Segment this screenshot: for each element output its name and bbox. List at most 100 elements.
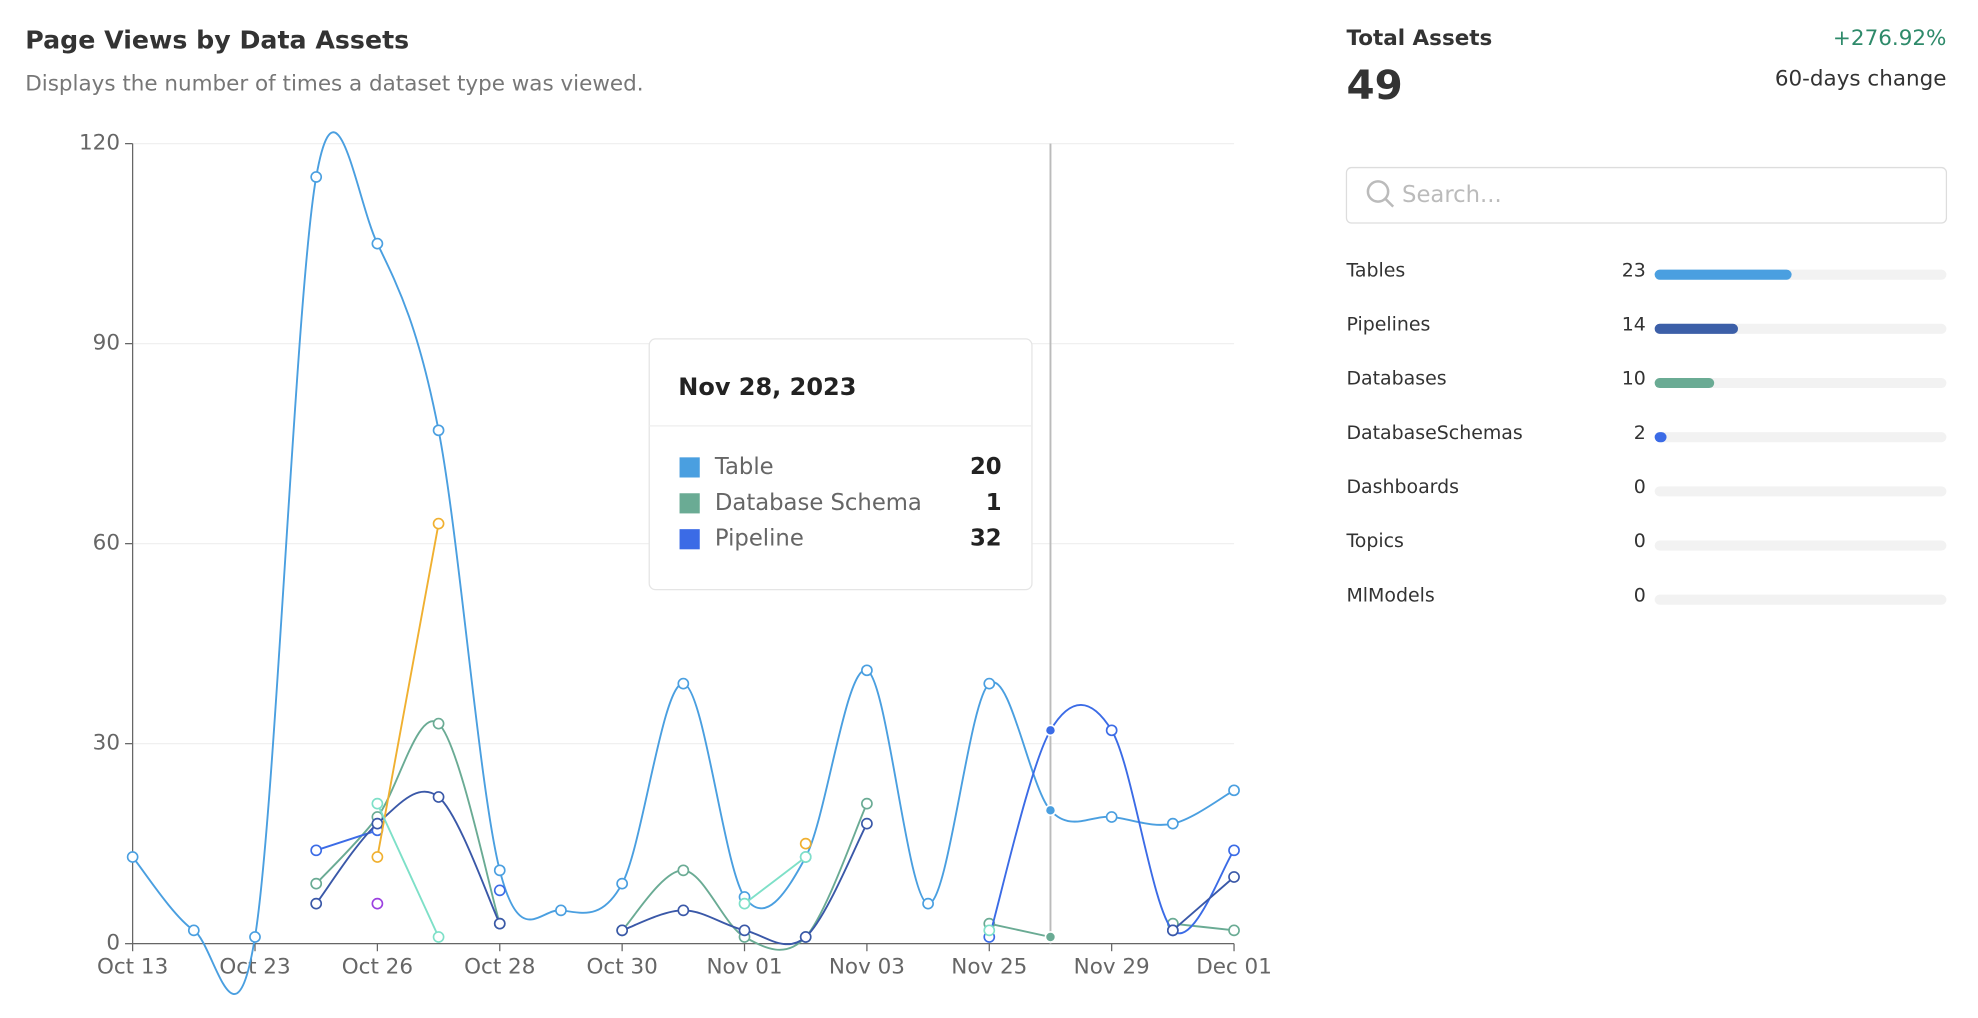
data-point[interactable]	[187, 924, 200, 937]
asset-bar	[1654, 432, 1667, 443]
asset-name: Dashboards	[1346, 476, 1459, 498]
x-tick-label: Oct 28	[464, 955, 535, 980]
asset-bar	[1654, 269, 1792, 280]
tooltip-name: Pipeline	[715, 526, 804, 552]
data-point[interactable]	[493, 917, 506, 930]
data-point[interactable]	[799, 851, 812, 863]
data-point[interactable]	[799, 931, 812, 943]
tooltip-name: Table	[714, 454, 774, 480]
asset-count: 14	[1622, 314, 1646, 336]
tooltip-value: 20	[970, 454, 1002, 480]
data-point[interactable]	[249, 931, 261, 943]
data-point[interactable]	[1044, 804, 1057, 817]
data-point[interactable]	[677, 864, 690, 877]
data-point[interactable]	[1105, 724, 1118, 737]
data-point[interactable]	[1044, 724, 1057, 737]
asset-name: MlModels	[1346, 584, 1434, 606]
asset-name: Topics	[1345, 530, 1403, 552]
asset-list: Tables 23 Pipelines 14 Databases 10 DatabaseSc…	[1345, 259, 1947, 606]
asset-track	[1654, 540, 1947, 551]
tooltip-name: Database Schema	[715, 490, 922, 516]
data-point[interactable]	[126, 851, 139, 863]
data-point[interactable]	[1044, 931, 1057, 943]
series-line	[315, 790, 1235, 946]
y-tick-label: 120	[79, 131, 120, 156]
tooltip-title: Nov 28, 2023	[678, 373, 856, 401]
data-point[interactable]	[861, 664, 873, 677]
data-point[interactable]	[371, 797, 384, 810]
search-icon-handle	[1384, 198, 1395, 208]
data-point[interactable]	[738, 897, 751, 910]
data-point[interactable]	[310, 844, 323, 857]
asset-name: Pipelines	[1346, 314, 1430, 336]
data-point[interactable]	[677, 677, 690, 690]
data-point[interactable]	[371, 851, 384, 863]
search-box[interactable]	[1345, 166, 1948, 224]
data-point[interactable]	[432, 424, 445, 437]
asset-bar	[1654, 323, 1739, 334]
data-point[interactable]	[616, 924, 629, 937]
data-point[interactable]	[861, 817, 873, 830]
data-point[interactable]	[310, 877, 323, 890]
asset-count: 2	[1634, 422, 1646, 444]
data-point[interactable]	[677, 904, 690, 917]
data-point[interactable]	[371, 897, 384, 910]
x-tick-label: Nov 25	[951, 955, 1027, 980]
tooltip-value: 32	[970, 526, 1002, 552]
summary-total: 49	[1346, 62, 1402, 109]
data-point[interactable]	[555, 904, 567, 917]
asset-track	[1654, 486, 1947, 497]
data-point[interactable]	[616, 877, 629, 890]
data-point[interactable]	[1228, 844, 1240, 857]
data-point[interactable]	[1166, 817, 1179, 830]
summary-change-label: 60-days change	[1775, 66, 1947, 91]
data-point[interactable]	[1166, 924, 1179, 937]
data-point[interactable]	[861, 797, 873, 810]
asset-count: 23	[1622, 259, 1646, 281]
asset-track	[1654, 432, 1947, 443]
data-point[interactable]	[1228, 924, 1240, 937]
asset-count: 0	[1634, 476, 1646, 498]
summary-change: +276.92%	[1833, 26, 1946, 51]
data-point[interactable]	[1228, 871, 1240, 883]
asset-count: 0	[1634, 530, 1646, 552]
data-point[interactable]	[310, 897, 323, 910]
data-point[interactable]	[1228, 784, 1240, 797]
data-point[interactable]	[432, 517, 445, 530]
data-point[interactable]	[432, 717, 445, 730]
asset-name: DatabaseSchemas	[1346, 422, 1522, 444]
data-point[interactable]	[310, 171, 323, 183]
data-point[interactable]	[493, 884, 506, 897]
summary-label: Total Assets	[1346, 26, 1492, 51]
data-point[interactable]	[983, 924, 996, 937]
asset-name: Databases	[1346, 368, 1446, 390]
data-point[interactable]	[432, 931, 445, 943]
search-icon	[1366, 180, 1390, 203]
data-point[interactable]	[371, 237, 384, 250]
x-tick-label: Oct 13	[97, 955, 168, 980]
series-line	[315, 720, 1235, 951]
x-tick-label: Oct 26	[342, 955, 413, 980]
asset-count: 0	[1634, 584, 1646, 606]
search-placeholder: Search...	[1402, 182, 1502, 208]
data-point[interactable]	[1105, 811, 1118, 823]
tooltip-box	[648, 338, 1033, 591]
data-point[interactable]	[493, 864, 506, 877]
data-point[interactable]	[738, 924, 751, 937]
data-point[interactable]	[922, 897, 934, 910]
x-tick-label: Nov 29	[1074, 955, 1150, 980]
data-point[interactable]	[799, 837, 812, 850]
data-point[interactable]	[371, 817, 384, 830]
tooltip-swatch	[679, 529, 700, 550]
x-tick-label: Oct 23	[219, 955, 290, 980]
data-point[interactable]	[983, 677, 996, 690]
tooltip-swatch	[679, 457, 700, 478]
asset-track	[1654, 594, 1947, 605]
chart-subtitle: Displays the number of times a dataset t…	[25, 71, 643, 96]
data-point[interactable]	[432, 791, 445, 803]
asset-track	[1654, 377, 1947, 389]
x-tick-label: Nov 03	[829, 955, 905, 980]
